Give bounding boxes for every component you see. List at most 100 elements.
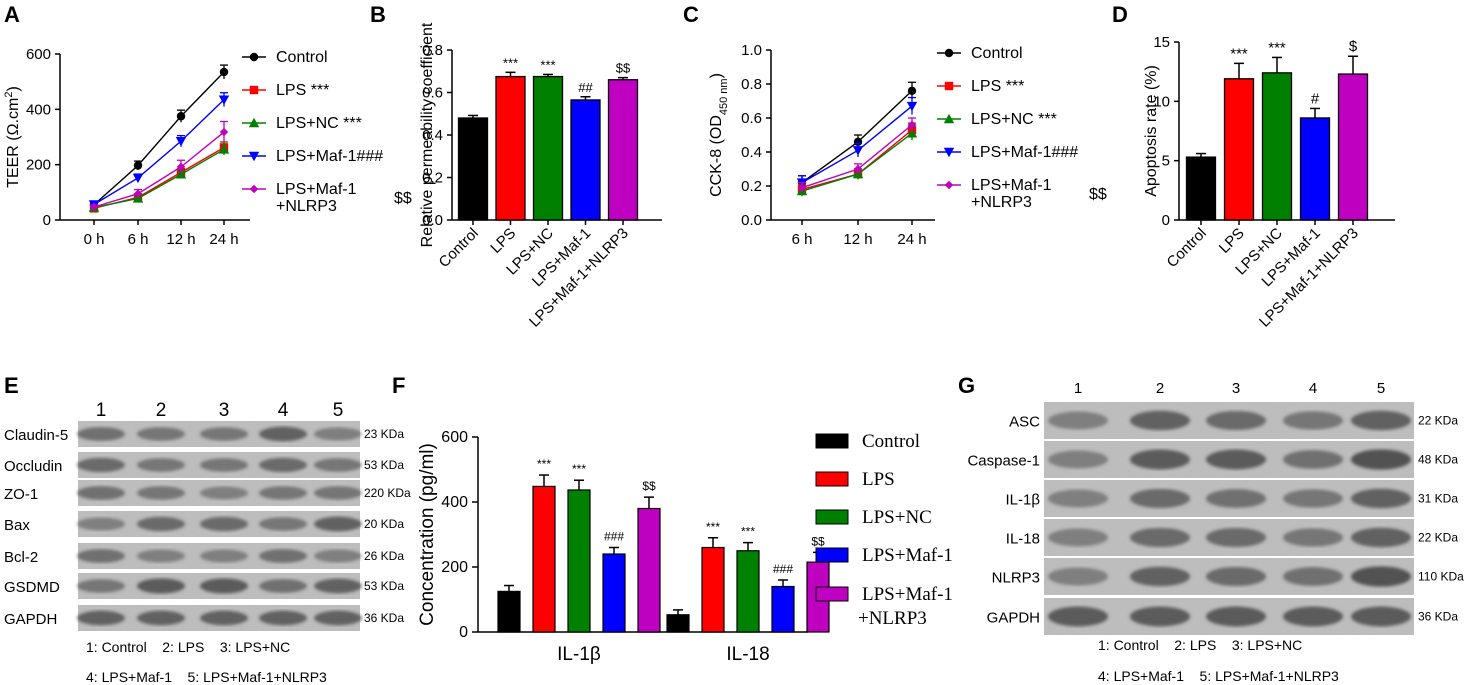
series-line — [93, 148, 225, 209]
band — [200, 427, 248, 441]
chart-c: 0.0 0.2 0.4 0.6 0.8 1.0 6 h 12 h 24 h CCK-8 (OD45… — [708, 42, 1107, 248]
legend-label: +NLRP3 — [276, 198, 337, 215]
y-tick-label: 400 — [441, 494, 468, 511]
marker-triangle — [906, 128, 918, 138]
band — [1283, 606, 1343, 627]
significance-mark: *** — [503, 55, 518, 70]
kda-label: 48 KDa — [1418, 453, 1458, 467]
band — [1048, 489, 1108, 508]
marker-diamond — [907, 120, 917, 129]
y-tick-label: 0.6 — [422, 85, 443, 102]
band — [1130, 449, 1190, 470]
marker-triangle-down — [943, 147, 955, 158]
x-tick-label: 12 h — [166, 231, 195, 248]
kda-label: 36 KDa — [1418, 610, 1458, 624]
series-line — [93, 71, 225, 206]
bar — [1223, 78, 1255, 221]
legend-sig: $$ — [394, 190, 412, 207]
legend-label: +NLRP3 — [971, 194, 1032, 211]
legend-label: Control — [862, 431, 920, 452]
marker-triangle — [248, 117, 260, 128]
bar — [567, 489, 591, 633]
kda-label: 23 KDa — [364, 427, 404, 441]
kda-label: 36 KDa — [364, 611, 404, 625]
chart-a: 0 200 400 600 0 h 6 h 12 h 24 h TEER (Ω.cm2) Cont… — [3, 46, 412, 248]
x-tick-label: Control — [1164, 225, 1210, 271]
bar — [602, 553, 626, 633]
series-3 — [88, 92, 230, 210]
band — [200, 549, 248, 563]
lane-legend: 4: LPS+Maf-1 5: LPS+Maf-1+NLRP3 — [1098, 668, 1339, 684]
x-tick-label: LPS — [1216, 225, 1248, 257]
y-tick-label: 200 — [441, 559, 468, 576]
panel-label-a: A — [4, 2, 20, 27]
band — [259, 486, 307, 500]
legend-label: LPS+Maf-1### — [971, 144, 1078, 161]
band — [314, 486, 362, 500]
band — [1351, 606, 1411, 627]
bar — [532, 485, 556, 633]
panel-label-g: G — [958, 373, 975, 398]
band — [77, 610, 125, 626]
lane-number: 3 — [219, 400, 230, 421]
band — [314, 549, 362, 563]
western-blot-g: 1 2 3 4 5 ASC 22 KDa Caspase-1 48 KDa IL-1β 31 KDa… — [967, 380, 1464, 684]
bar — [1185, 156, 1217, 221]
marker-circle — [176, 112, 186, 121]
bar — [666, 614, 690, 633]
band — [314, 610, 362, 626]
legend-label: LPS+Maf-1 — [276, 181, 357, 198]
lane-number: 1 — [1074, 380, 1082, 397]
marker-diamond — [133, 189, 143, 198]
band — [1048, 528, 1108, 547]
protein-label: IL-18 — [1006, 531, 1040, 548]
band — [137, 610, 185, 626]
lane-number: 3 — [1232, 380, 1240, 397]
protein-label: Caspase-1 — [967, 453, 1040, 470]
y-axis-label: TEER (Ω.cm2) — [3, 86, 22, 188]
y-axis-label: Apoptosis rate (%) — [1143, 65, 1160, 197]
bar — [1299, 117, 1331, 221]
y-tick-label: 0.6 — [741, 110, 762, 127]
band — [137, 516, 185, 532]
legend-label: LPS *** — [276, 82, 329, 99]
protein-label: GAPDH — [4, 611, 57, 628]
significance-mark: # — [1311, 90, 1320, 107]
marker-diamond — [797, 183, 807, 192]
band — [77, 486, 125, 500]
bar — [532, 75, 564, 221]
protein-label: Occludin — [4, 458, 62, 475]
y-tick-label: 0 — [43, 212, 51, 229]
marker-triangle-down — [175, 136, 187, 147]
marker-diamond — [89, 202, 99, 212]
band — [137, 486, 185, 500]
protein-label: Bax — [4, 517, 30, 534]
bar — [1337, 73, 1369, 221]
kda-label: 53 KDa — [364, 458, 404, 472]
band — [1206, 489, 1266, 508]
band — [77, 457, 125, 473]
band — [1206, 566, 1266, 587]
y-tick-label: 0.8 — [741, 76, 762, 93]
marker-triangle-down — [852, 146, 864, 156]
x-tick-label: IL-18 — [726, 644, 769, 665]
marker-diamond — [249, 184, 259, 194]
band — [1283, 450, 1343, 469]
band — [259, 579, 307, 593]
marker-circle — [944, 48, 954, 58]
significance-mark: *** — [1230, 45, 1248, 62]
chart-b: 0.00.20.40.60.8Control***LPS***LPS+NC##L… — [419, 22, 662, 331]
protein-label: GAPDH — [987, 610, 1040, 627]
band — [1351, 527, 1411, 548]
y-tick-label: 0.2 — [422, 170, 443, 187]
x-tick-label: 6 h — [792, 231, 813, 248]
kda-label: 26 KDa — [364, 549, 404, 563]
band — [1351, 410, 1411, 431]
y-tick-label: 1.0 — [741, 42, 762, 59]
band — [77, 549, 125, 563]
chart-f: 0 200 400 600 *** *** ### $$ IL-1β *** *** ### $$ IL-… — [417, 429, 953, 665]
significance-mark: $ — [1349, 38, 1358, 55]
legend-label: LPS+Maf-1 — [862, 545, 953, 566]
marker-circle — [907, 86, 917, 96]
significance-mark: $$ — [616, 61, 631, 76]
